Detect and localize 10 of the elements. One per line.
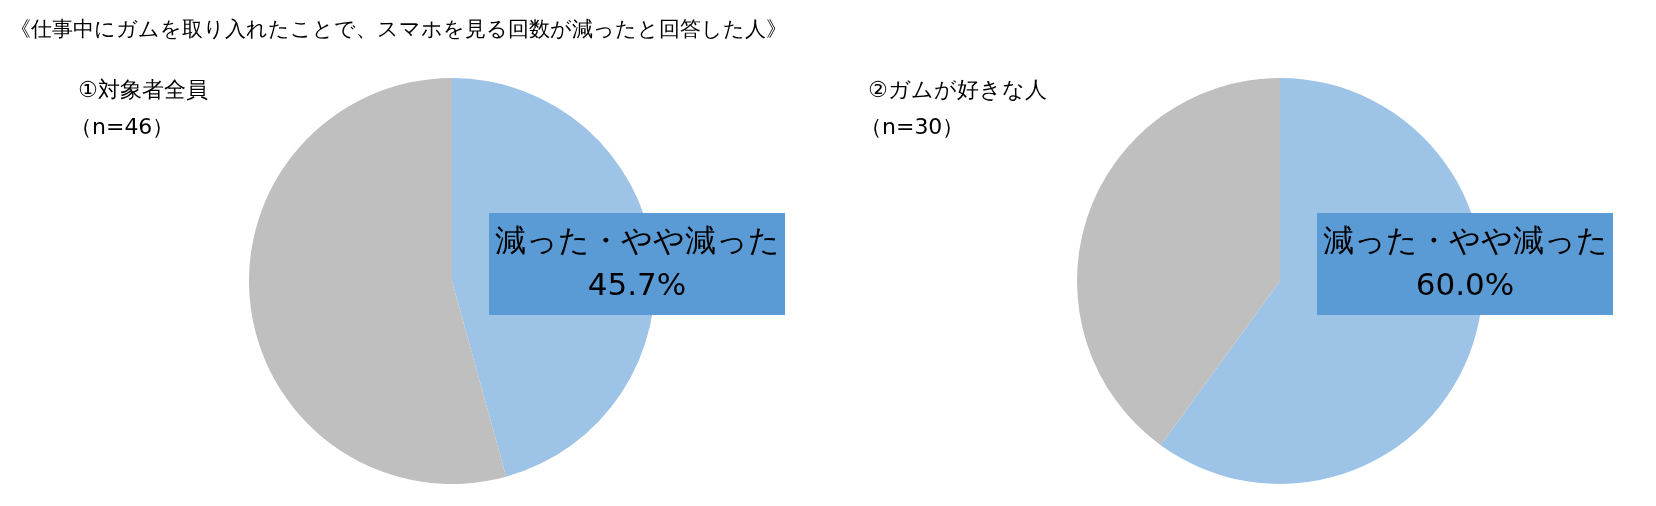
text: （n=46） xyxy=(70,114,175,139)
data-label: 45.7% xyxy=(587,266,687,302)
chart-title: ②ガムが好きな人 xyxy=(868,77,1047,102)
text: 《仕事中にガムを取り入れたことで、スマホを見る回数が減ったと回答した人》 xyxy=(10,17,787,41)
slice-label: 減った・やや減った xyxy=(494,222,780,258)
slice-label: 減った・やや減った xyxy=(1322,222,1608,258)
data-label: 60.0% xyxy=(1415,266,1515,302)
pie-slice xyxy=(1077,78,1280,446)
chart-title: ①対象者全員 xyxy=(78,77,208,102)
text: （n=30） xyxy=(860,114,965,139)
